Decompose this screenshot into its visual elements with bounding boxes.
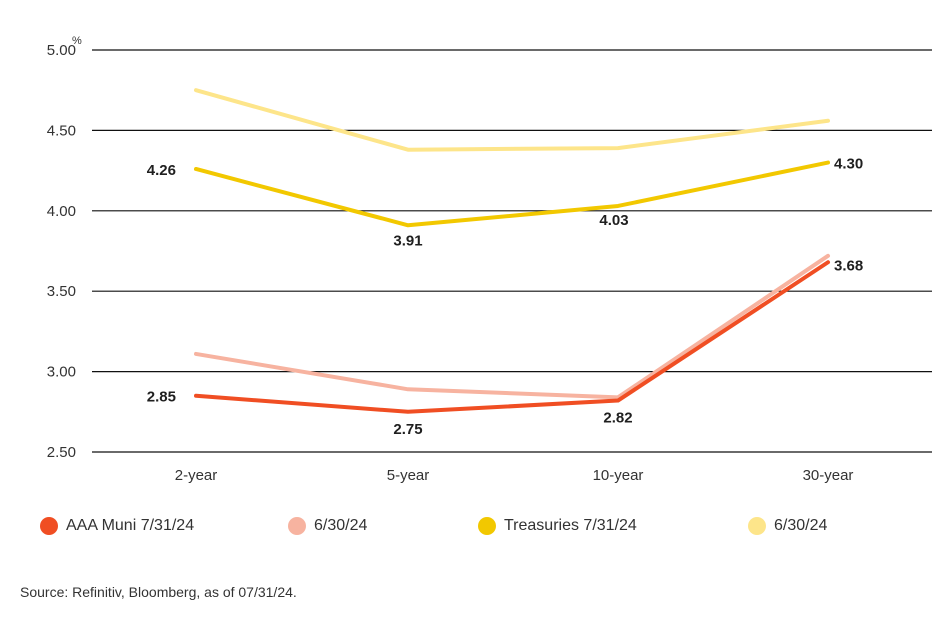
legend: AAA Muni 7/31/24 6/30/24 Treasuries 7/31… bbox=[40, 512, 920, 542]
legend-marker-aaa-muni-current bbox=[40, 517, 58, 535]
y-tick-label: 5.00 bbox=[47, 42, 76, 59]
data-label: 2.82 bbox=[603, 410, 632, 427]
legend-label-aaa-muni-prior: 6/30/24 bbox=[314, 517, 368, 534]
x-tick-label: 2-year bbox=[175, 467, 218, 484]
legend-label-treasuries-current: Treasuries 7/31/24 bbox=[504, 517, 637, 534]
y-tick-label: 3.50 bbox=[47, 283, 76, 300]
data-label: 3.68 bbox=[834, 257, 863, 274]
legend-marker-treasuries-prior bbox=[748, 517, 766, 535]
legend-item-aaa-muni-prior: 6/30/24 bbox=[288, 512, 367, 540]
x-tick-label: 10-year bbox=[593, 467, 644, 484]
y-tick-label: 2.50 bbox=[47, 444, 76, 461]
x-tick-label: 30-year bbox=[803, 467, 854, 484]
data-label: 4.26 bbox=[147, 162, 176, 179]
y-tick-label: 4.00 bbox=[47, 203, 76, 220]
x-tick-label: 5-year bbox=[387, 467, 430, 484]
series-line bbox=[194, 260, 830, 414]
y-unit-label: % bbox=[72, 35, 82, 47]
legend-item-treasuries-current: Treasuries 7/31/24 bbox=[478, 512, 637, 540]
legend-marker-aaa-muni-prior bbox=[288, 517, 306, 535]
data-label: 2.75 bbox=[393, 421, 422, 438]
series-line bbox=[194, 88, 830, 152]
yield-chart: 5.00 4.50 4.00 3.50 3.00 2.50% 2-year 5-year 10-… bbox=[47, 35, 932, 484]
series-line bbox=[194, 253, 830, 400]
legend-item-aaa-muni-current: AAA Muni 7/31/24 bbox=[40, 512, 194, 540]
source-note: Source: Refinitiv, Bloomberg, as of 07/3… bbox=[20, 584, 297, 600]
legend-label-treasuries-prior: 6/30/24 bbox=[774, 517, 828, 534]
data-label: 4.03 bbox=[599, 212, 628, 229]
data-label: 2.85 bbox=[147, 389, 176, 406]
y-tick-label: 4.50 bbox=[47, 122, 76, 139]
data-label: 3.91 bbox=[393, 232, 422, 249]
data-label: 4.30 bbox=[834, 156, 863, 173]
legend-item-treasuries-prior: 6/30/24 bbox=[748, 512, 827, 540]
series-line bbox=[194, 160, 830, 228]
y-tick-label: 3.00 bbox=[47, 364, 76, 381]
legend-marker-treasuries-current bbox=[478, 517, 496, 535]
legend-label-aaa-muni-current: AAA Muni 7/31/24 bbox=[66, 517, 195, 534]
chart-svg: 5.00 4.50 4.00 3.50 3.00 2.50% 2-year 5-year 10-… bbox=[47, 35, 932, 484]
